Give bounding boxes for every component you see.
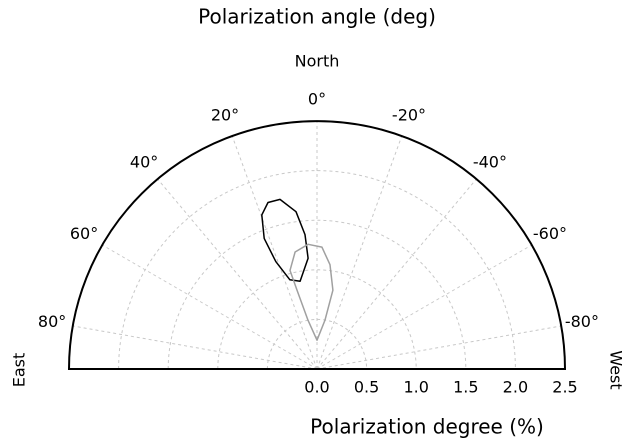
r-grid-line [217, 269, 417, 370]
west-label: West [607, 350, 626, 389]
theta-tick-label: 0° [308, 90, 326, 109]
theta-tick-label: 20° [211, 106, 239, 125]
r-axis-label: Polarization degree (%) [310, 415, 544, 439]
r-grid-line [167, 219, 467, 370]
theta-grid-line [231, 135, 318, 370]
r-tick-label: 0.5 [354, 378, 379, 397]
theta-grid-line [72, 325, 318, 370]
r-grid-line [118, 170, 516, 370]
theta-tick-label: -20° [392, 106, 426, 125]
theta-tick-label: -60° [533, 224, 567, 243]
theta-grid-line [316, 178, 477, 370]
r-tick-label: 1.5 [453, 378, 478, 397]
theta-tick-label: 60° [70, 224, 98, 243]
outer-boundary [67, 120, 567, 370]
r-tick-label: 2.0 [503, 378, 528, 397]
east-label: East [10, 353, 29, 388]
r-tick-label: 2.5 [552, 378, 577, 397]
chart-title: Polarization angle (deg) [198, 5, 436, 29]
theta-grid-line [157, 178, 318, 370]
theta-tick-label: 40° [130, 152, 158, 171]
theta-grid-line [316, 325, 562, 370]
contour [289, 243, 334, 341]
theta-tick-label: 80° [38, 312, 66, 331]
r-tick-label: 0.0 [304, 378, 329, 397]
theta-grid-line [316, 244, 533, 370]
north-label: North [295, 52, 340, 71]
contour [261, 198, 309, 283]
theta-tick-label: -80° [565, 312, 599, 331]
theta-grid-line [101, 244, 318, 370]
theta-grid-line [316, 135, 403, 370]
r-grid-line [266, 318, 368, 370]
r-tick-label: 1.0 [403, 378, 428, 397]
theta-tick-label: -40° [473, 152, 507, 171]
